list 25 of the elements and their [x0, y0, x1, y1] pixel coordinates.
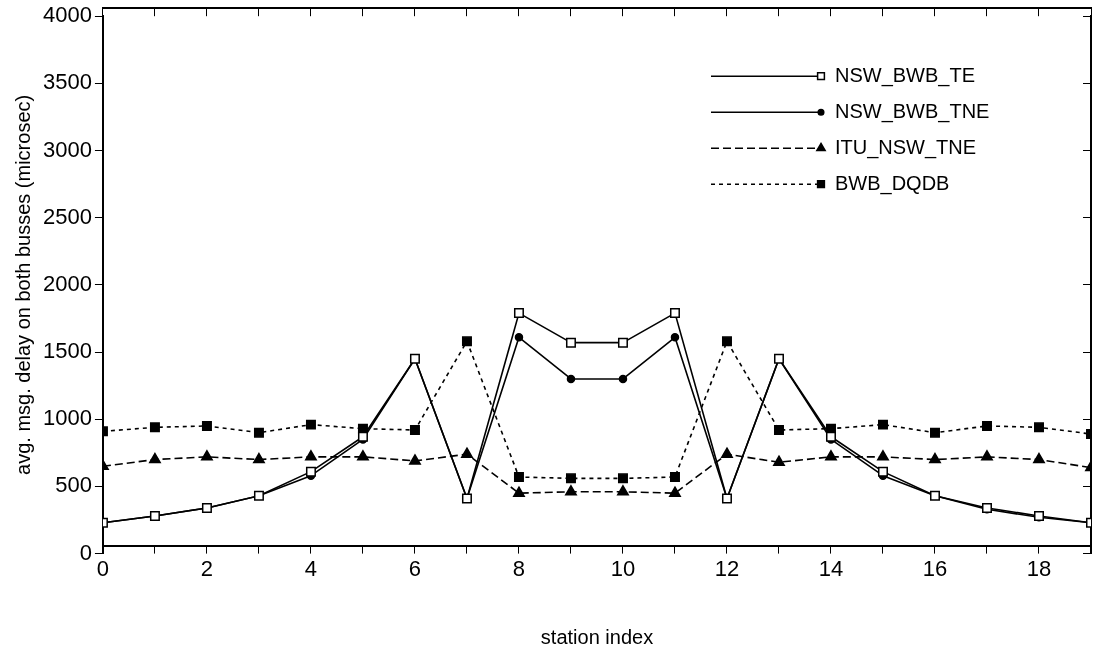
x-tick-label: 14: [818, 555, 844, 581]
y-axis-title: avg. msg. delay on both busses (microsec): [11, 94, 34, 475]
x-tick-label: 0: [96, 555, 110, 581]
y-tick-label: 500: [55, 472, 92, 498]
y-tick-label: 3500: [42, 69, 92, 95]
x-axis-title: station index: [540, 625, 654, 648]
x-tick-label: 10: [610, 555, 636, 581]
y-tick-label: 0: [79, 539, 92, 565]
y-tick-label: 3000: [42, 136, 92, 162]
legend-label: NSW_BWB_TE: [835, 63, 976, 87]
x-tick-label: 6: [408, 555, 422, 581]
x-tick-label: 12: [714, 555, 740, 581]
y-tick-label: 1500: [42, 338, 92, 364]
y-tick-label: 2000: [42, 270, 92, 296]
legend-label: ITU_NSW_TNE: [835, 135, 977, 159]
x-tick-label: 2: [200, 555, 214, 581]
x-tick-label: 16: [922, 555, 948, 581]
x-tick-label: 4: [304, 555, 318, 581]
y-tick-label: 1000: [42, 405, 92, 431]
x-tick-label: 8: [512, 555, 526, 581]
legend-label: BWB_DQDB: [835, 171, 950, 195]
y-tick-label: 4000: [42, 2, 92, 28]
y-tick-label: 2500: [42, 203, 92, 229]
legend-label: NSW_BWB_TNE: [835, 99, 990, 123]
x-tick-label: 18: [1026, 555, 1052, 581]
